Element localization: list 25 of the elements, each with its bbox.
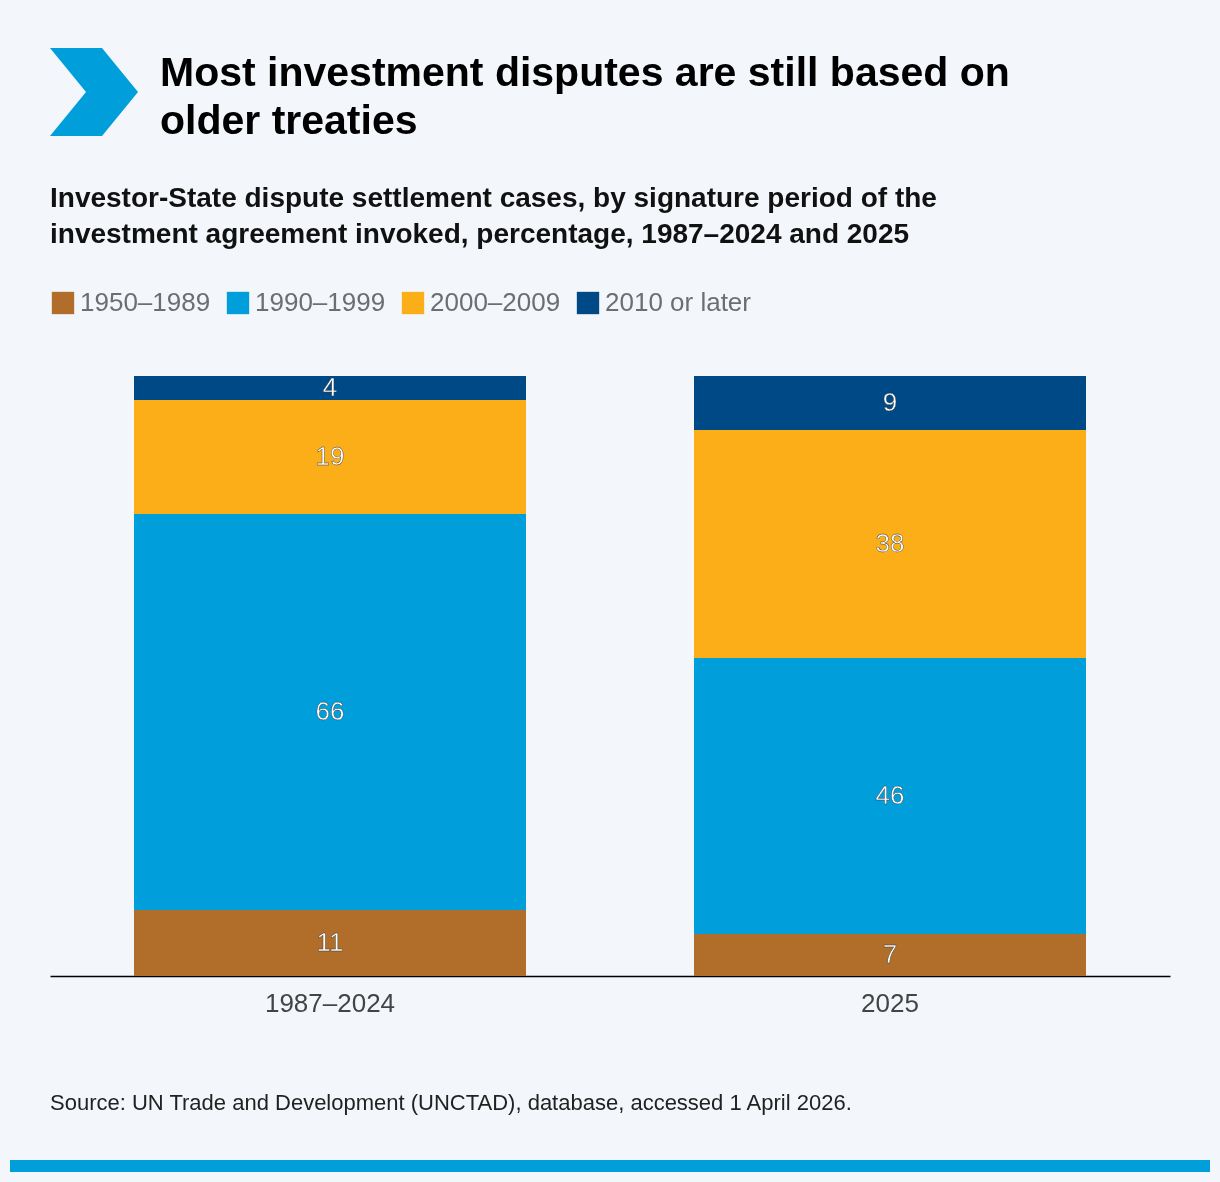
- bar: [694, 658, 1086, 934]
- bar: [694, 376, 1086, 430]
- bar: [134, 400, 526, 514]
- data-label: 7: [882, 939, 898, 969]
- bar: [694, 430, 1086, 658]
- data-label: 4: [322, 372, 338, 402]
- bar: [134, 514, 526, 910]
- data-label: 38: [875, 528, 905, 558]
- legend-label: 2010 or later: [605, 287, 752, 317]
- data-label: 46: [875, 780, 905, 810]
- legend-label: 2000–2009: [430, 287, 561, 317]
- x-tick-label: 1987–2024: [264, 987, 396, 1018]
- chart-title: Most investment disputes are still based on older treaties: [160, 48, 1011, 144]
- legend-label: 1990–1999: [255, 287, 386, 317]
- x-tick-label: 2025: [861, 987, 919, 1018]
- data-label: 19: [315, 441, 345, 471]
- data-label: 66: [315, 696, 345, 726]
- bar: [694, 934, 1086, 976]
- bar: [134, 910, 526, 976]
- bar: [134, 376, 526, 400]
- source-note: Source: UN Trade and Development (UNCTAD), database, accessed 1 April 2026.: [50, 1090, 852, 1116]
- data-label: 9: [882, 387, 898, 417]
- chart-subtitle: Investor-State dispute settlement cases, by signature period of the investment agreement invoked, percentage, 1987–2024 and 2025: [50, 181, 938, 251]
- legend-label: 1950–1989: [80, 287, 211, 317]
- data-label: 11: [316, 927, 344, 957]
